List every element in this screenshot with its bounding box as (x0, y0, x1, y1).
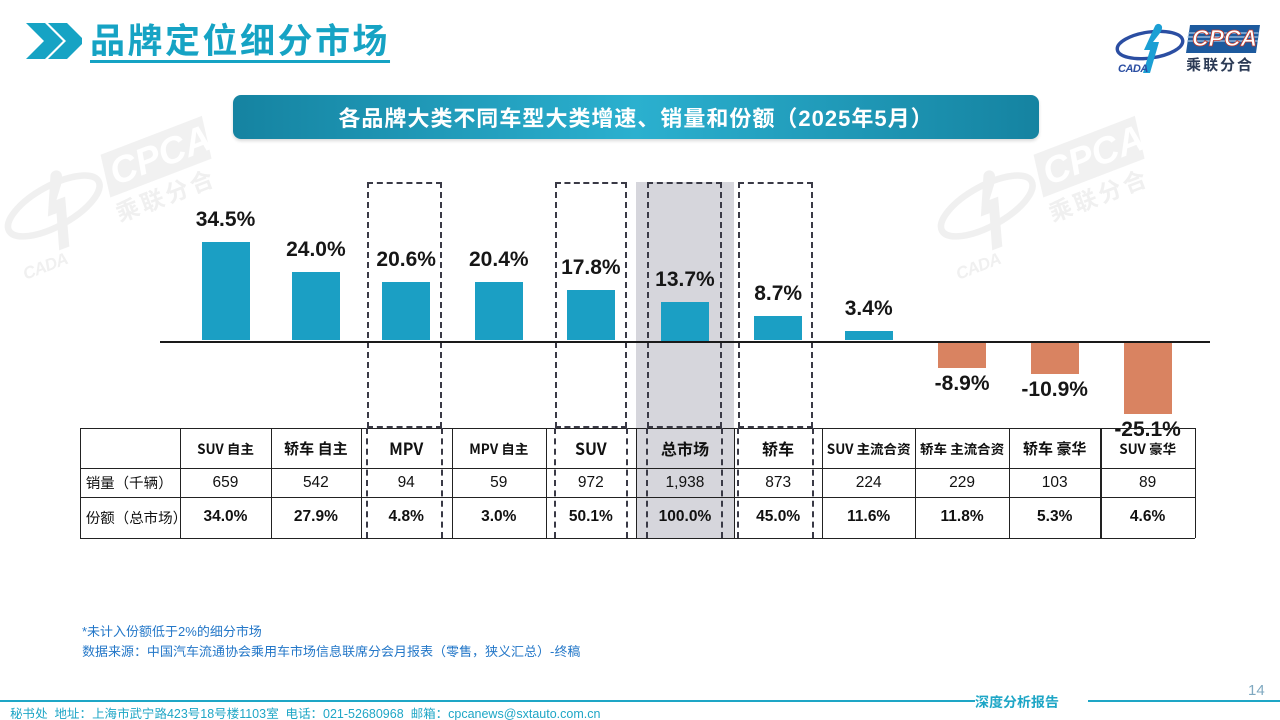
svg-text:乘联分合: 乘联分合 (1186, 54, 1254, 75)
svg-text:CADA: CADA (1118, 63, 1148, 75)
svg-text:CPCA: CPCA (1192, 25, 1257, 51)
